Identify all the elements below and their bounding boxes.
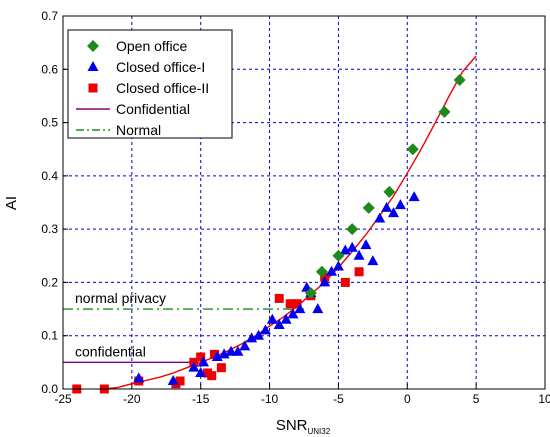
data-point-square bbox=[285, 299, 295, 309]
data-point-triangle bbox=[374, 212, 386, 223]
y-tick-label: 0.7 bbox=[41, 9, 58, 23]
x-tick-label: 0 bbox=[404, 392, 411, 406]
legend-label: Closed office-I bbox=[116, 59, 205, 75]
data-point-square bbox=[175, 376, 185, 386]
data-point-triangle bbox=[360, 239, 372, 250]
data-point-triangle bbox=[353, 249, 365, 260]
fit-curve-group bbox=[104, 55, 477, 390]
reference-lines bbox=[63, 308, 304, 364]
legend-label: Confidential bbox=[116, 101, 190, 117]
data-point-triangle bbox=[273, 319, 285, 330]
data-point-diamond bbox=[346, 223, 359, 236]
data-point-triangle bbox=[195, 367, 207, 378]
data-point-triangle bbox=[388, 207, 400, 218]
legend-label: Normal bbox=[116, 122, 161, 138]
data-point-diamond bbox=[406, 143, 419, 156]
data-point-triangle bbox=[218, 348, 230, 359]
data-point-diamond bbox=[315, 265, 328, 278]
data-point-triangle bbox=[394, 199, 406, 210]
y-tick-label: 0.2 bbox=[41, 275, 58, 289]
data-point-square bbox=[292, 299, 302, 309]
data-point-triangle bbox=[232, 345, 244, 356]
x-tick-label: -10 bbox=[261, 392, 279, 406]
data-point-triangle bbox=[294, 303, 306, 314]
reference-annotations: normal privacy confidential bbox=[75, 290, 166, 359]
data-point-triangle bbox=[197, 356, 209, 367]
legend-swatch-triangle bbox=[87, 61, 99, 71]
data-point-diamond bbox=[304, 287, 317, 300]
data-point-triangle bbox=[167, 375, 179, 386]
data-point-triangle bbox=[239, 340, 251, 351]
data-point-square bbox=[196, 352, 206, 362]
plot-frame bbox=[62, 15, 546, 390]
y-tick-label: 0.5 bbox=[41, 116, 58, 130]
data-point-diamond bbox=[453, 73, 466, 86]
data-point-diamond bbox=[332, 249, 345, 262]
data-point-square bbox=[354, 267, 364, 277]
data-points bbox=[72, 73, 466, 394]
fit-curve bbox=[104, 55, 477, 390]
legend: Open office Closed office-I Closed office-… bbox=[67, 29, 233, 139]
data-point-triangle bbox=[211, 351, 223, 362]
data-point-triangle bbox=[332, 260, 344, 271]
data-point-square bbox=[209, 349, 219, 359]
data-point-triangle bbox=[319, 276, 331, 287]
x-axis-ticks: -25 -20 -15 -10 -5 0 5 10 bbox=[54, 384, 550, 406]
data-point-diamond bbox=[438, 105, 451, 118]
data-point-triangle bbox=[280, 313, 292, 324]
data-point-square bbox=[274, 293, 284, 303]
data-point-triangle bbox=[259, 324, 271, 335]
y-axis-title: AI bbox=[3, 196, 20, 210]
data-point-square bbox=[340, 277, 350, 287]
data-point-triangle bbox=[381, 201, 393, 212]
data-point-triangle bbox=[367, 255, 379, 266]
data-point-diamond bbox=[362, 201, 375, 214]
y-tick-label: 0.3 bbox=[41, 222, 58, 236]
y-axis-ticks: 0.0 0.1 0.2 0.3 0.4 0.5 0.6 0.7 bbox=[41, 9, 68, 396]
x-tick-label: -25 bbox=[54, 392, 72, 406]
legend-swatch-square bbox=[88, 83, 98, 93]
y-tick-label: 0.6 bbox=[41, 62, 58, 76]
x-tick-label: -15 bbox=[192, 392, 210, 406]
data-point-triangle bbox=[326, 265, 338, 276]
data-point-triangle bbox=[266, 313, 278, 324]
x-tick-label: 5 bbox=[473, 392, 480, 406]
legend-label: Open office bbox=[116, 38, 188, 54]
legend-swatch-diamond bbox=[87, 40, 99, 52]
x-tick-label: -5 bbox=[333, 392, 344, 406]
y-tick-label: 0.0 bbox=[41, 382, 58, 396]
data-point-triangle bbox=[133, 372, 145, 383]
data-point-triangle bbox=[225, 345, 237, 356]
data-point-triangle bbox=[312, 303, 324, 314]
y-tick-label: 0.1 bbox=[41, 329, 58, 343]
annotation-normal: normal privacy bbox=[75, 290, 166, 306]
x-tick-label: -20 bbox=[123, 392, 141, 406]
legend-label: Closed office-II bbox=[116, 80, 209, 96]
y-tick-label: 0.4 bbox=[41, 169, 58, 183]
data-point-triangle bbox=[246, 332, 258, 343]
data-point-triangle bbox=[339, 244, 351, 255]
data-point-triangle bbox=[346, 241, 358, 252]
x-tick-label: 10 bbox=[538, 392, 550, 406]
data-point-triangle bbox=[408, 191, 420, 202]
data-point-square bbox=[216, 363, 226, 373]
data-point-triangle bbox=[188, 361, 200, 372]
x-axis-title: SNRUNI32 bbox=[276, 417, 331, 436]
data-point-triangle bbox=[287, 308, 299, 319]
data-point-diamond bbox=[383, 185, 396, 198]
data-point-square bbox=[207, 371, 217, 381]
data-point-triangle bbox=[253, 329, 265, 340]
annotation-confidential: confidential bbox=[75, 343, 146, 359]
